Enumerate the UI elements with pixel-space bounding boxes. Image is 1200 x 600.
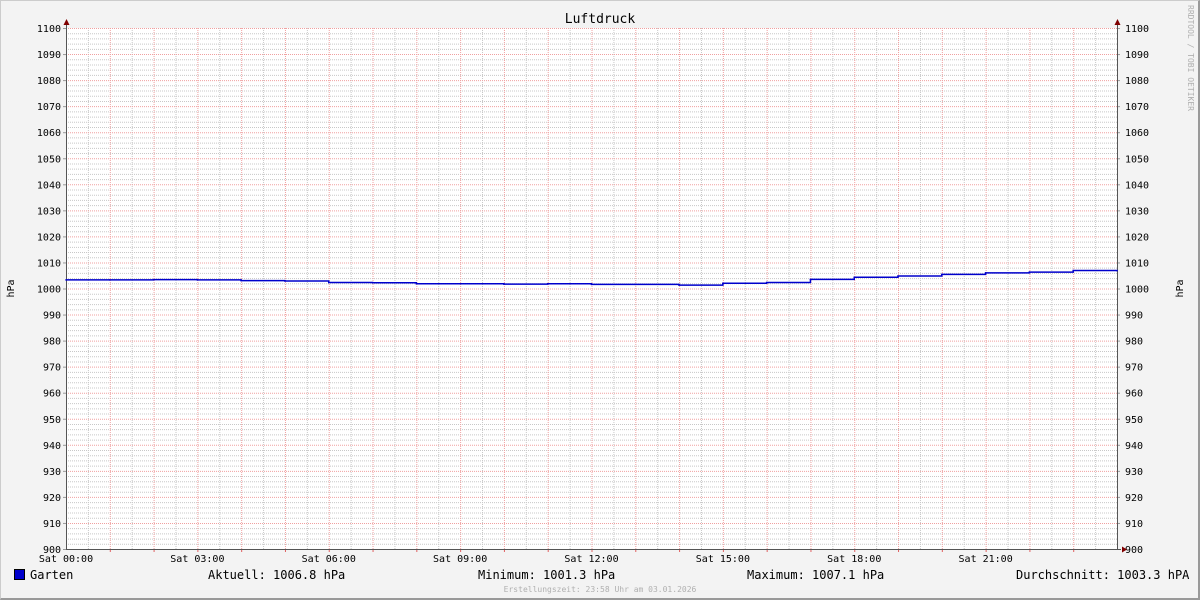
y-tick-label-left: 920 xyxy=(43,493,61,504)
series-line-garten xyxy=(66,269,1118,286)
creation-time: Erstellungszeit: 23:58 Uhr am 03.01.2026 xyxy=(503,585,697,594)
data-point xyxy=(108,279,111,281)
data-point xyxy=(65,279,67,281)
x-tick-label: Sat 18:00 xyxy=(827,554,881,565)
data-point xyxy=(152,278,155,281)
y-tick-label-left: 1010 xyxy=(37,258,61,269)
y-axis-arrow-icon xyxy=(63,19,70,25)
data-point xyxy=(196,279,199,281)
y-tick-label-right: 1080 xyxy=(1125,76,1149,87)
y-tick-label-left: 1060 xyxy=(37,128,61,139)
y-tick-label-right: 1100 xyxy=(1125,24,1149,35)
y-tick-label-right: 1050 xyxy=(1125,154,1149,165)
y-tick-label-right: 1030 xyxy=(1125,206,1149,217)
data-point xyxy=(371,281,374,284)
data-point xyxy=(459,283,461,285)
x-tick-label: Sat 12:00 xyxy=(564,554,618,565)
data-point xyxy=(984,272,987,274)
y-tick-label-left: 1070 xyxy=(37,102,61,113)
y-tick-label-right: 970 xyxy=(1125,363,1143,374)
data-point xyxy=(634,283,637,286)
data-point xyxy=(853,276,856,279)
y-tick-label-left: 1050 xyxy=(37,154,61,165)
data-point xyxy=(678,284,680,286)
y-tick-label-left: 1020 xyxy=(37,232,61,243)
y-tick-label-right: 1070 xyxy=(1125,102,1149,113)
y-axis-label-right: hPa xyxy=(1175,279,1186,297)
legend-minimum: Minimum: 1001.3 hPa xyxy=(478,568,616,582)
x-tick-label: Sat 15:00 xyxy=(696,554,750,565)
legend-maximum: Maximum: 1007.1 hPa xyxy=(747,568,885,582)
y-tick-label-right: 950 xyxy=(1125,415,1143,426)
y-tick-label-left: 930 xyxy=(43,467,61,478)
y-tick-label-left: 1040 xyxy=(37,180,61,191)
legend-current: Aktuell: 1006.8 hPa xyxy=(208,568,346,582)
y-tick-label-right: 1060 xyxy=(1125,128,1149,139)
y-tick-label-right: 910 xyxy=(1125,519,1143,530)
y-tick-label-right: 900 xyxy=(1125,545,1143,556)
y-tick-label-left: 960 xyxy=(43,389,61,400)
data-point xyxy=(284,280,286,282)
x-axis-arrow-icon xyxy=(1122,546,1127,553)
y-tick-label-right: 1010 xyxy=(1125,258,1149,269)
data-point xyxy=(590,283,593,286)
y-tick-label-right: 930 xyxy=(1125,467,1143,478)
y-tick-label-left: 970 xyxy=(43,363,61,374)
y-tick-label-left: 910 xyxy=(43,519,61,530)
watermark: RRDTOOL / TOBI OETIKER xyxy=(1186,5,1195,111)
y-tick-label-right: 1090 xyxy=(1125,50,1149,61)
data-point xyxy=(765,281,768,284)
x-tick-label: Sat 21:00 xyxy=(959,554,1013,565)
data-point xyxy=(415,283,418,285)
y-tick-label-left: 990 xyxy=(43,311,61,322)
legend-series-name: Garten xyxy=(30,568,74,582)
data-point xyxy=(1028,271,1031,273)
x-tick-label: Sat 06:00 xyxy=(302,554,356,565)
x-tick-label: Sat 03:00 xyxy=(170,554,224,565)
y-tick-label-left: 940 xyxy=(43,441,61,452)
data-point xyxy=(941,273,943,276)
data-point xyxy=(1072,269,1075,272)
data-point xyxy=(503,283,505,285)
x-tick-label: Sat 00:00 xyxy=(39,554,93,565)
y-tick-label-right: 1040 xyxy=(1125,180,1149,191)
y-tick-label-right: 980 xyxy=(1125,337,1143,348)
data-point xyxy=(240,279,242,282)
data-point xyxy=(546,283,549,285)
y-tick-label-right: 1000 xyxy=(1125,285,1149,296)
y-tick-label-left: 1090 xyxy=(37,50,61,61)
data-point xyxy=(722,282,724,285)
y-tick-label-left: 1030 xyxy=(37,206,61,217)
y-tick-label-left: 1100 xyxy=(37,24,61,35)
data-point xyxy=(1116,269,1118,272)
legend-swatch xyxy=(14,569,25,580)
y-tick-label-left: 900 xyxy=(43,545,61,556)
data-point xyxy=(809,278,812,281)
y-tick-label-right: 1020 xyxy=(1125,232,1149,243)
y-tick-label-left: 1080 xyxy=(37,76,61,87)
y-tick-label-left: 950 xyxy=(43,415,61,426)
y-tick-label-right: 920 xyxy=(1125,493,1143,504)
legend-average: Durchschnitt: 1003.3 hPA xyxy=(1016,568,1190,582)
data-point xyxy=(897,275,899,277)
y-axis-arrow-icon xyxy=(1114,19,1121,25)
data-point xyxy=(327,281,330,284)
y-tick-label-right: 990 xyxy=(1125,311,1143,322)
chart-title: Luftdruck xyxy=(565,12,636,27)
y-tick-label-right: 960 xyxy=(1125,389,1143,400)
x-tick-label: Sat 09:00 xyxy=(433,554,487,565)
y-tick-label-left: 980 xyxy=(43,337,61,348)
y-tick-label-left: 1000 xyxy=(37,285,61,296)
y-axis-label-left: hPa xyxy=(6,279,17,297)
y-tick-label-right: 940 xyxy=(1125,441,1143,452)
